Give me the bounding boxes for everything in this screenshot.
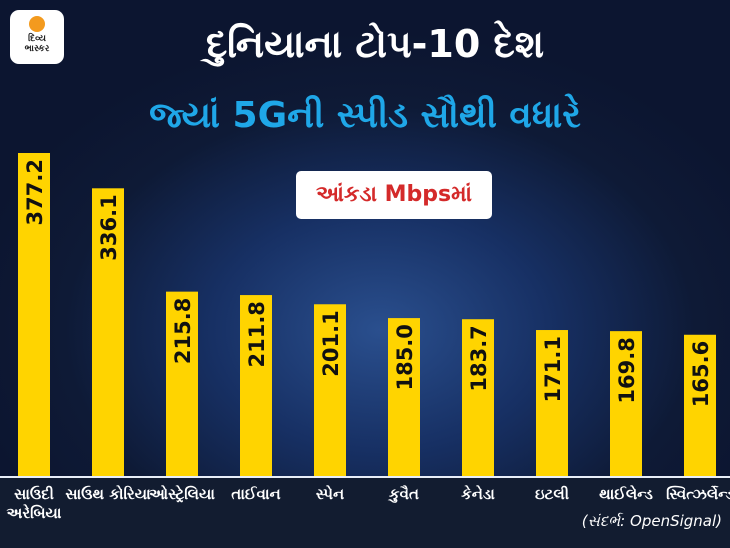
sun-icon	[29, 16, 45, 32]
bar	[610, 331, 642, 477]
value-label: 185.0	[393, 324, 417, 390]
bar	[388, 318, 420, 477]
category-label: કેનેડા	[461, 485, 495, 503]
bar	[166, 291, 198, 477]
divya-bhaskar-logo: દિવ્ય ભાસ્કર	[10, 10, 64, 64]
value-label: 183.7	[467, 325, 491, 391]
chart-title: દુનિયાના ટોપ-10 દેશ	[205, 22, 545, 66]
category-label: કુવૈત	[389, 485, 419, 503]
bar	[18, 153, 50, 477]
bar	[314, 304, 346, 477]
bar	[240, 295, 272, 477]
value-label: 211.8	[245, 301, 269, 367]
category-label: સાઉદી અરેબિયા	[6, 485, 62, 522]
chart-subtitle: જ્યાં 5Gની સ્પીડ સૌથી વધારે	[149, 95, 581, 136]
bar	[684, 334, 716, 477]
value-label: 215.8	[171, 298, 195, 364]
label-panel	[0, 477, 730, 548]
logo-line1: દિવ્ય	[28, 34, 46, 44]
category-label: ઇટલી	[534, 485, 569, 503]
logo-line2: ભાસ્કર	[24, 44, 50, 54]
value-label: 336.1	[97, 194, 121, 260]
bar	[92, 188, 124, 477]
source-note: (સંદર્ભ: OpenSignal)	[581, 512, 722, 530]
category-label: ઓસ્ટ્રેલિયા	[149, 485, 215, 503]
unit-badge: આંકડા Mbpsમાં	[296, 171, 492, 219]
category-label: સાઉથ કોરિયા	[65, 485, 151, 503]
value-label: 377.2	[23, 159, 47, 225]
value-label: 169.8	[615, 337, 639, 403]
value-label: 171.1	[541, 336, 565, 402]
bar	[536, 330, 568, 477]
category-label: તાઈવાન	[231, 485, 281, 503]
bar	[462, 319, 494, 477]
category-label: સ્પેન	[315, 485, 345, 503]
category-label: થાઈલેન્ડ	[599, 485, 653, 503]
value-label: 201.1	[319, 310, 343, 376]
value-label: 165.6	[689, 341, 713, 407]
category-label: સ્વિત્ઝર્લેન્ડ	[666, 485, 730, 503]
